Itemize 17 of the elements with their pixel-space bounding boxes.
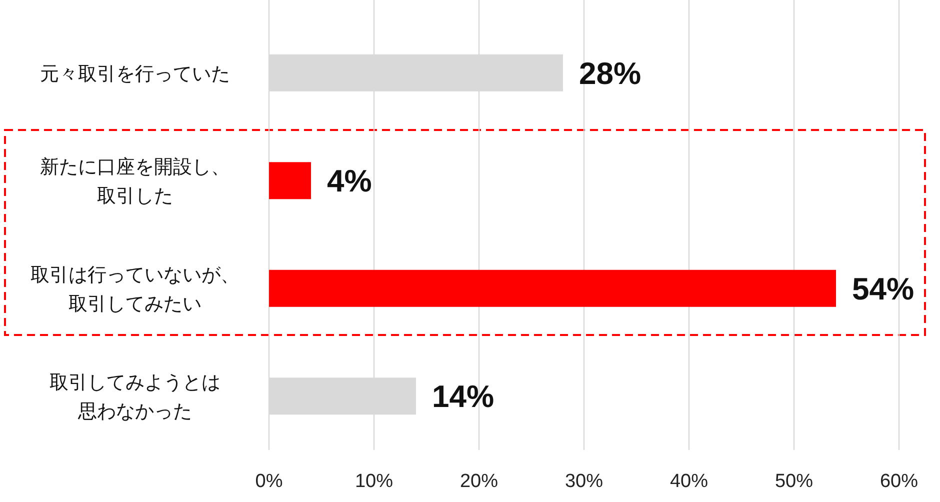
x-tick-label: 30% [564, 471, 604, 492]
x-tick-label: 40% [670, 471, 708, 492]
y-tick-label: 取引は行っていないが、取引してみたい [30, 264, 240, 315]
data-label: 28% [579, 56, 642, 91]
x-tick-label: 10% [354, 471, 394, 492]
data-label: 14% [432, 379, 494, 414]
x-tick-label: 50% [774, 471, 814, 492]
bar [269, 162, 311, 200]
y-tick-label: 新たに口座を開設し、取引した [40, 156, 230, 208]
data-label: 54% [852, 271, 914, 306]
x-tick-label: 20% [460, 471, 498, 492]
data-label: 4% [327, 164, 372, 199]
x-tick-label: 60% [880, 471, 918, 492]
bar [269, 270, 836, 307]
y-tick-label: 取引してみようとは思わなかった [50, 372, 220, 423]
x-tick-label: 0% [255, 471, 283, 492]
y-tick-label: 元々取引を行っていた [40, 64, 230, 85]
